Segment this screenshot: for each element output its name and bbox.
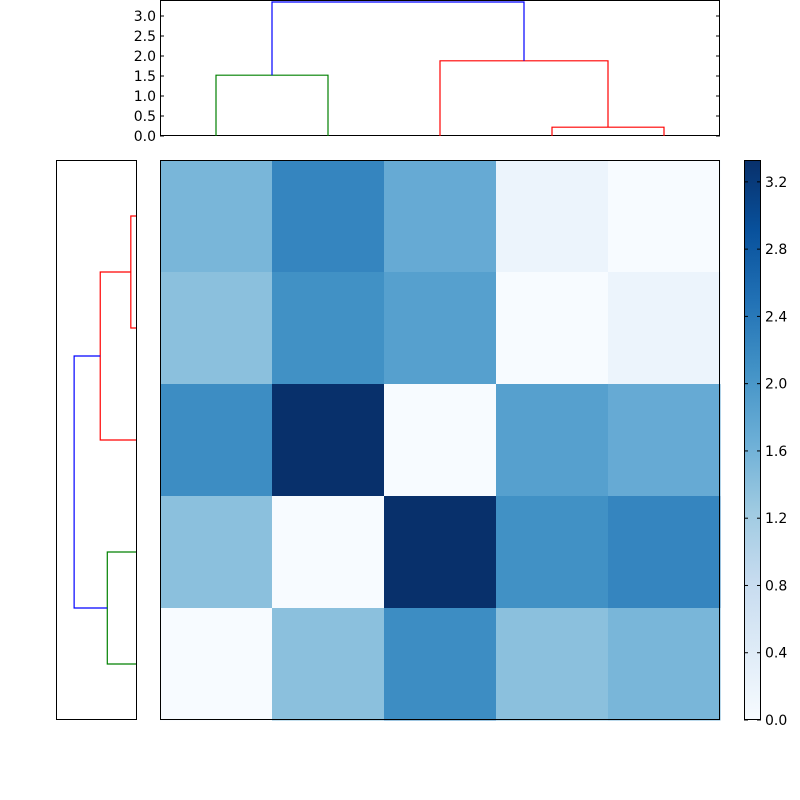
top-dendrogram-tick-label: 1.0 — [134, 89, 156, 105]
heatmap-cell — [608, 608, 721, 721]
left-dendrogram-frame — [56, 160, 137, 720]
heatmap-cell — [496, 608, 609, 721]
colorbar-tick-label: 1.6 — [765, 444, 787, 460]
top-dendrogram-tick-label: 2.5 — [134, 29, 156, 45]
top-dendrogram-tick-label: 3.0 — [134, 9, 156, 25]
colorbar-tick-label: 1.2 — [765, 511, 787, 527]
left-dendrogram-link — [73, 355, 108, 609]
top-dendrogram-tick-label: 0.0 — [134, 129, 156, 145]
heatmap-panel — [160, 160, 721, 721]
colorbar-tick-label: 2.8 — [765, 242, 787, 258]
top-dendrogram-links — [215, 1, 665, 136]
top-dendrogram-link — [271, 1, 525, 76]
heatmap-frame — [160, 160, 720, 720]
colorbar-tick-label: 2.4 — [765, 309, 787, 325]
top-dendrogram-y-axis: 0.0 0.5 1.0 1.5 2.0 2.5 3.0 — [134, 9, 720, 145]
heatmap-cell — [384, 496, 497, 609]
colorbar-tick-label: 0.4 — [765, 646, 787, 662]
colorbar: 0.0 0.4 0.8 1.2 1.6 2.0 2.4 2.8 3.2 — [744, 160, 787, 729]
colorbar-tick-label: 0.8 — [765, 578, 787, 594]
heatmap-cell — [160, 496, 273, 609]
heatmap-cell — [496, 272, 609, 385]
heatmap-cell — [272, 496, 385, 609]
heatmap-cell — [496, 384, 609, 497]
heatmap-cell — [384, 160, 497, 273]
left-dendrogram-links — [73, 215, 136, 665]
colorbar-gradient — [744, 160, 761, 720]
heatmap-cell — [496, 160, 609, 273]
heatmap-cells — [160, 160, 721, 721]
heatmap-cell — [160, 272, 273, 385]
heatmap-cell — [384, 272, 497, 385]
heatmap-cell — [272, 384, 385, 497]
top-dendrogram-tick-label: 1.5 — [134, 69, 156, 85]
heatmap-cell — [160, 160, 273, 273]
heatmap-cell — [608, 272, 721, 385]
heatmap-cell — [272, 160, 385, 273]
heatmap-cell — [384, 384, 497, 497]
heatmap-cell — [272, 608, 385, 721]
heatmap-cell — [608, 160, 721, 273]
heatmap-cell — [384, 608, 497, 721]
left-dendrogram-panel — [56, 160, 137, 720]
heatmap-cell — [160, 608, 273, 721]
top-dendrogram-panel: 0.0 0.5 1.0 1.5 2.0 2.5 3.0 — [134, 0, 720, 145]
colorbar-tick-label: 3.2 — [765, 175, 787, 191]
heatmap-cell — [608, 384, 721, 497]
heatmap-cell — [160, 384, 273, 497]
heatmap-cell — [608, 496, 721, 609]
left-dendrogram-link — [130, 215, 136, 329]
colorbar-tick-label: 2.0 — [765, 377, 787, 393]
colorbar-ticks: 0.0 0.4 0.8 1.2 1.6 2.0 2.4 2.8 3.2 — [744, 175, 787, 729]
heatmap-cell — [496, 496, 609, 609]
colorbar-tick-label: 0.0 — [765, 713, 787, 729]
heatmap-cell — [272, 272, 385, 385]
top-dendrogram-tick-label: 2.0 — [134, 49, 156, 65]
top-dendrogram-tick-label: 0.5 — [134, 109, 156, 125]
